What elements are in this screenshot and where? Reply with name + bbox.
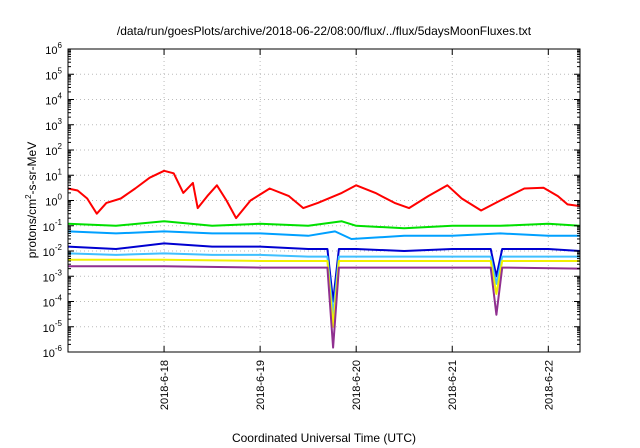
series-line-2 <box>67 220 581 230</box>
x-tick-label: 2018-6-21 <box>447 360 459 410</box>
y-tick-label: 100 <box>45 193 62 209</box>
y-tick-label: 106 <box>45 41 62 57</box>
y-axis-label: protons/cm2-s-sr-MeV <box>24 142 39 258</box>
y-axis-ticks: 10-6 10-5 10-4 10-3 10-2 10-1 100 101 102 103 104 1… <box>43 41 580 360</box>
series-line-5 <box>67 252 580 316</box>
data-series <box>67 169 581 349</box>
y-tick-label: 10-3 <box>43 268 63 284</box>
x-axis-ticks: 2018-6-18 2018-6-19 2018-6-20 2018-6-21 2018… <box>159 49 555 410</box>
y-tick-label: 10-1 <box>43 218 63 234</box>
x-tick-label: 2018-6-20 <box>351 360 363 410</box>
series-line-1 <box>67 169 581 220</box>
y-tick-label: 104 <box>45 92 62 108</box>
x-axis-label: Coordinated Universal Time (UTC) <box>232 431 416 445</box>
x-tick-label: 2018-6-19 <box>255 360 267 410</box>
y-tick-label: 10-2 <box>43 243 63 259</box>
y-tick-label: 102 <box>45 142 62 158</box>
x-tick-label: 2018-6-18 <box>159 360 171 410</box>
y-tick-label: 105 <box>45 66 62 82</box>
series-line-6 <box>68 258 580 328</box>
x-tick-label: 2018-6-22 <box>543 360 555 410</box>
y-tick-label: 10-4 <box>43 294 63 310</box>
series-line-7 <box>68 265 581 349</box>
series-line-4 <box>67 242 581 303</box>
y-tick-label: 10-5 <box>43 319 63 335</box>
y-tick-label: 101 <box>45 167 62 183</box>
y-tick-label: 103 <box>45 117 62 133</box>
series-line-3 <box>67 230 580 240</box>
chart-title: /data/run/goesPlots/archive/2018-06-22/0… <box>117 24 532 38</box>
y-tick-label: 10-6 <box>43 344 63 360</box>
